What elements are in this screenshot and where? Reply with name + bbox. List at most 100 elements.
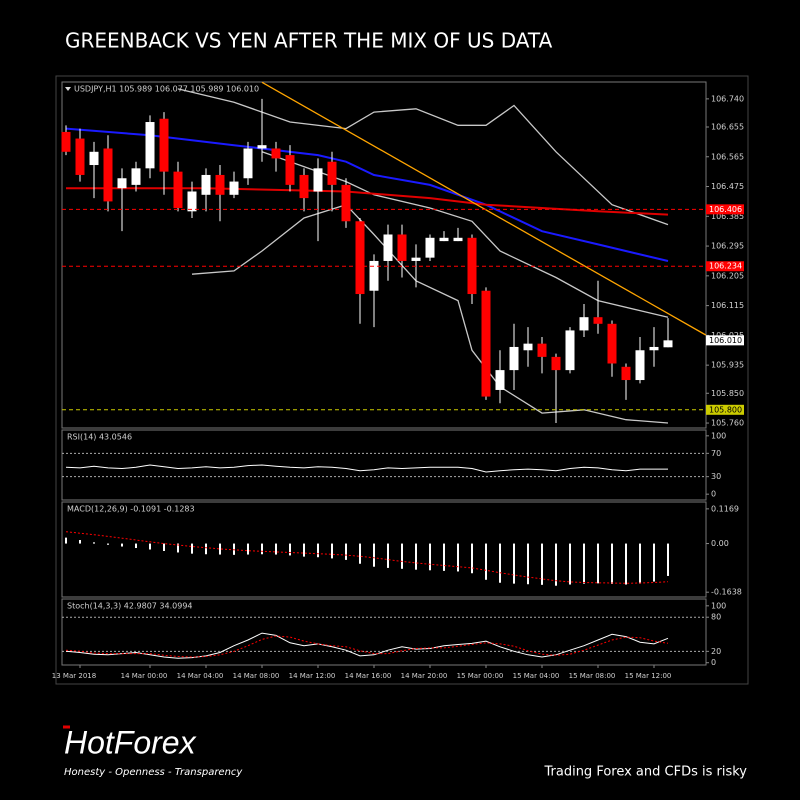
- macd-bar: [163, 543, 165, 551]
- panel-marker: [65, 87, 71, 91]
- candle-body: [649, 346, 659, 351]
- candle-body: [117, 178, 127, 189]
- series-line: [65, 464, 668, 473]
- x-tick-label: 14 Mar 00:00: [121, 672, 168, 680]
- candle-body: [523, 343, 533, 351]
- macd-bar: [429, 543, 431, 571]
- candle-body: [663, 340, 673, 348]
- candle-body: [187, 191, 197, 212]
- macd-bar: [205, 543, 207, 555]
- candle-body: [159, 118, 169, 172]
- y-tick-label: 80: [711, 613, 721, 622]
- series-line: [65, 127, 669, 262]
- candle-body: [537, 343, 547, 357]
- level-label-box: [706, 261, 744, 272]
- series-line: [65, 531, 669, 584]
- y-tick-label: -0.1638: [711, 588, 742, 597]
- macd-bar: [555, 543, 557, 586]
- chart-frame: [55, 75, 749, 685]
- tagline: Honesty - Openness - Transparency: [64, 767, 243, 778]
- macd-bar: [471, 543, 473, 574]
- candle-body: [579, 317, 589, 331]
- candle-body: [481, 290, 491, 397]
- candle-body: [509, 346, 519, 371]
- x-tick-label: 13 Mar 2018: [52, 672, 96, 680]
- disclaimer: Trading Forex and CFDs is risky: [543, 765, 747, 780]
- y-tick-label: 106.205: [711, 271, 744, 280]
- candle-body: [313, 168, 323, 192]
- macd-bar: [569, 543, 571, 585]
- macd-bar: [93, 542, 95, 544]
- y-tick-label: 105.850: [711, 389, 744, 398]
- panel-border: [61, 598, 707, 666]
- macd-bar: [611, 543, 613, 584]
- candle-body: [369, 260, 379, 291]
- y-tick-label: 106.475: [711, 182, 744, 191]
- candle-body: [201, 174, 211, 195]
- page-title: GREENBACK VS YEN AFTER THE MIX OF US DAT…: [65, 29, 553, 53]
- candle-body: [131, 168, 141, 185]
- candle-body: [327, 161, 337, 185]
- candle-body: [299, 174, 309, 199]
- y-tick-label: 106.740: [711, 94, 744, 103]
- macd-bar: [667, 543, 669, 576]
- macd-bar: [121, 543, 123, 547]
- panel-border: [61, 429, 707, 501]
- candle-body: [215, 174, 225, 195]
- candle-body: [593, 317, 603, 324]
- macd-bar: [499, 543, 501, 583]
- macd-bar: [485, 543, 487, 580]
- candle-body: [411, 257, 421, 261]
- x-tick-label: 14 Mar 04:00: [177, 672, 224, 680]
- macd-bar: [415, 543, 417, 570]
- level-label: 105.800: [709, 405, 742, 414]
- macd-bar: [457, 543, 459, 572]
- candle-body: [271, 148, 281, 159]
- macd-bar: [317, 543, 319, 558]
- macd-bar: [219, 543, 221, 555]
- candle-body: [565, 330, 575, 371]
- y-tick-label: 106.115: [711, 301, 744, 310]
- macd-bar: [443, 543, 445, 571]
- series-line: [191, 203, 669, 424]
- macd-bar: [359, 543, 361, 564]
- candle-body: [453, 237, 463, 242]
- candle-body: [635, 350, 645, 381]
- macd-bar: [541, 543, 543, 585]
- macd-bar: [345, 543, 347, 560]
- x-tick-label: 15 Mar 04:00: [513, 672, 560, 680]
- level-label: 106.234: [709, 262, 742, 271]
- logo: HotForex: [64, 724, 197, 760]
- candle-body: [75, 138, 85, 175]
- candle-body: [551, 356, 561, 371]
- y-tick-label: 70: [711, 449, 721, 458]
- candle-body: [341, 184, 351, 222]
- panel-title: MACD(12,26,9) -0.1091 -0.1283: [67, 505, 195, 514]
- panel-border: [61, 81, 707, 429]
- y-tick-label: 20: [711, 647, 721, 656]
- macd-bar: [653, 543, 655, 582]
- x-tick-label: 14 Mar 20:00: [401, 672, 448, 680]
- y-tick-label: 105.760: [711, 419, 744, 428]
- y-tick-label: 100: [711, 601, 726, 610]
- candle-body: [607, 323, 617, 364]
- macd-bar: [275, 543, 277, 555]
- y-tick-label: 30: [711, 472, 721, 481]
- candle-body: [229, 181, 239, 195]
- macd-bar: [387, 543, 389, 568]
- series-line: [65, 635, 669, 658]
- candle-body: [439, 237, 449, 242]
- series-line: [66, 187, 669, 216]
- macd-bar: [135, 543, 137, 549]
- macd-bar: [261, 543, 263, 555]
- macd-bar: [233, 543, 235, 555]
- macd-bar: [149, 543, 151, 550]
- macd-bar: [625, 543, 627, 585]
- panel-title: USDJPY,H1 105.989 106.077 105.989 106.01…: [74, 85, 259, 94]
- x-tick-label: 15 Mar 08:00: [569, 672, 616, 680]
- y-tick-label: 105.935: [711, 361, 744, 370]
- candle-body: [621, 366, 631, 381]
- macd-bar: [513, 543, 515, 584]
- level-label-box: [706, 404, 744, 415]
- y-tick-label: 100: [711, 431, 726, 440]
